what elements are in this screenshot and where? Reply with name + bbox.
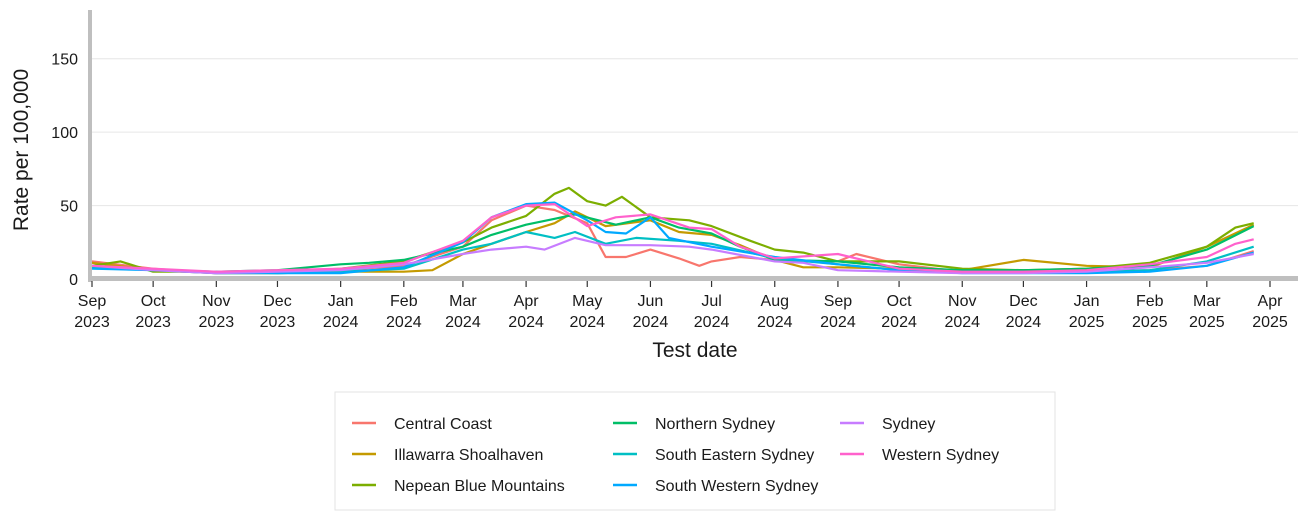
legend-box <box>334 391 1056 511</box>
x-tick-label-year: 2025 <box>1189 314 1225 331</box>
series-line-western-sydney <box>91 203 1254 273</box>
x-tick-label-month: Jun <box>638 293 664 310</box>
y-tick-label: 150 <box>51 52 78 69</box>
x-tick-label-month: Feb <box>1136 293 1164 310</box>
y-ticks: 0 50 100 150 <box>51 52 78 289</box>
x-tick-label-month: Dec <box>263 293 291 310</box>
legend-label-illawarra-shoalhaven: Illawarra Shoalhaven <box>394 447 543 464</box>
x-tick-label-year: 2025 <box>1252 314 1288 331</box>
x-tick-label-month: Sep <box>78 293 107 310</box>
legend-label-central-coast: Central Coast <box>394 416 492 433</box>
x-tick-label-year: 2023 <box>135 314 171 331</box>
x-ticks: Sep 2023 Oct 2023 Nov 2023 Dec 2023 Jan 2024 Feb 20… <box>74 281 1288 331</box>
series-line-northern-sydney <box>91 213 1255 273</box>
legend-label-south-eastern-sydney: South Eastern Sydney <box>655 447 814 464</box>
x-tick-label-month: Dec <box>1009 293 1037 310</box>
x-tick-label-month: Jan <box>1074 293 1100 310</box>
x-tick-label-year: 2024 <box>881 314 917 331</box>
x-tick-label-year: 2024 <box>694 314 730 331</box>
series-line-south-western-sydney <box>91 201 1254 275</box>
x-tick-label-year: 2024 <box>386 314 422 331</box>
x-tick-label-year: 2024 <box>633 314 669 331</box>
x-tick-label-year: 2023 <box>199 314 235 331</box>
x-tick-label-month: Jul <box>701 293 721 310</box>
x-tick-label-year: 2023 <box>260 314 296 331</box>
x-tick-label-month: Oct <box>141 293 166 310</box>
x-tick-label-month: Oct <box>887 293 912 310</box>
x-tick-label-year: 2024 <box>323 314 359 331</box>
x-tick-label-month: Mar <box>449 293 477 310</box>
y-tick-label: 50 <box>60 199 78 216</box>
x-tick-label-month: May <box>572 293 602 310</box>
x-tick-label-month: Nov <box>948 293 976 310</box>
legend-items: Central Coast Illawarra Shoalhaven Nepean … <box>352 416 999 495</box>
y-axis-line <box>88 10 92 282</box>
x-axis-title: Test date <box>652 339 737 362</box>
x-tick-label-year: 2024 <box>508 314 544 331</box>
gridlines <box>92 58 1298 207</box>
x-tick-label-year: 2024 <box>445 314 481 331</box>
legend: Central Coast Illawarra Shoalhaven Nepean … <box>334 391 1056 511</box>
x-tick-label-year: 2024 <box>1006 314 1042 331</box>
x-tick-label-year: 2024 <box>820 314 856 331</box>
x-tick-label-month: Feb <box>390 293 418 310</box>
x-tick-label-month: Aug <box>761 293 789 310</box>
x-tick-label-month: Mar <box>1193 293 1221 310</box>
series-line-illawarra-shoalhaven <box>91 210 1255 275</box>
x-tick-label-year: 2024 <box>944 314 980 331</box>
x-tick-label-month: Apr <box>514 293 540 310</box>
x-tick-label-year: 2025 <box>1069 314 1105 331</box>
y-tick-label: 0 <box>69 272 78 289</box>
y-tick-label: 100 <box>51 125 78 142</box>
legend-label-nepean-blue-mountains: Nepean Blue Mountains <box>394 478 565 495</box>
x-tick-label-month: Nov <box>202 293 230 310</box>
legend-label-south-western-sydney: South Western Sydney <box>655 478 818 495</box>
series-lines <box>91 186 1255 275</box>
x-tick-label-year: 2023 <box>74 314 110 331</box>
axes <box>88 10 1298 282</box>
legend-label-sydney: Sydney <box>882 416 935 433</box>
y-axis-title: Rate per 100,000 <box>10 69 33 231</box>
x-tick-label-month: Sep <box>824 293 853 310</box>
x-axis-line <box>88 276 1298 281</box>
x-tick-label-month: Apr <box>1258 293 1284 310</box>
legend-label-northern-sydney: Northern Sydney <box>655 416 775 433</box>
x-tick-label-year: 2024 <box>757 314 793 331</box>
x-tick-label-year: 2024 <box>569 314 605 331</box>
x-tick-label-month: Jan <box>328 293 354 310</box>
x-tick-label-year: 2025 <box>1132 314 1168 331</box>
series-line-sydney <box>91 236 1254 275</box>
legend-label-western-sydney: Western Sydney <box>882 447 999 464</box>
